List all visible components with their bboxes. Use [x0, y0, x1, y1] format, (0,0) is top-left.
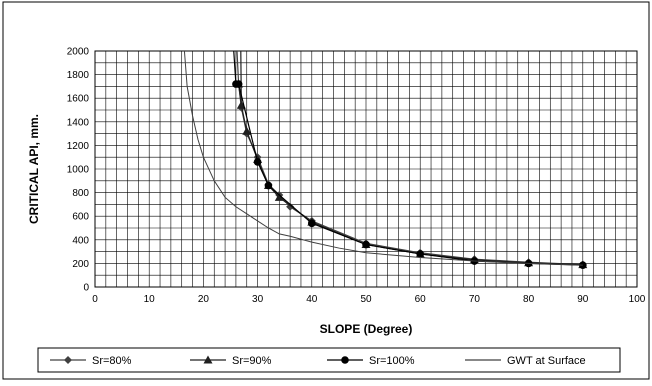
- x-tick-label: 40: [306, 294, 318, 305]
- x-tick-label: 0: [92, 294, 98, 305]
- legend-label: Sr=80%: [92, 355, 132, 367]
- data-point-marker: [264, 181, 273, 190]
- data-point-marker: [362, 240, 370, 249]
- y-tick-label: 1400: [67, 117, 90, 128]
- data-point-marker: [579, 261, 587, 269]
- x-tick-label: 90: [577, 294, 589, 305]
- y-tick-label: 200: [72, 259, 89, 270]
- legend-entry: GWT at Surface: [465, 355, 586, 367]
- legend-label: Sr=100%: [369, 355, 415, 367]
- tick-labels: 0 10 20 30 40 50 60 70 80 90 100020040060080010001…: [67, 47, 646, 306]
- y-tick-label: 0: [83, 283, 89, 294]
- y-tick-label: 600: [72, 212, 89, 223]
- legend-marker: [341, 356, 349, 364]
- y-tick-label: 1200: [67, 141, 90, 152]
- legend: Sr=80% Sr=90% Sr=100% GWT at Surface: [37, 347, 621, 373]
- data-point-marker: [253, 158, 262, 166]
- x-tick-label: 60: [415, 294, 427, 305]
- x-tick-label: 50: [360, 294, 372, 305]
- legend-entry: Sr=90%: [190, 355, 272, 367]
- series-line: [183, 50, 583, 266]
- grid: [95, 51, 637, 287]
- y-tick-label: 1000: [67, 165, 90, 176]
- x-tick-label: 30: [252, 294, 264, 305]
- x-tick-label: 100: [629, 294, 646, 305]
- x-tick-label: 70: [469, 294, 481, 305]
- x-tick-label: 20: [198, 294, 210, 305]
- x-axis-title: SLOPE (Degree): [320, 322, 413, 336]
- data-point-marker: [242, 126, 252, 135]
- series-layer: [183, 50, 588, 269]
- y-tick-label: 1600: [67, 94, 90, 105]
- data-point-marker: [274, 192, 284, 201]
- legend-entry: Sr=80%: [50, 355, 132, 367]
- legend-label: GWT at Surface: [507, 355, 586, 367]
- x-tick-label: 80: [523, 294, 535, 305]
- x-tick-label: 10: [144, 294, 156, 305]
- data-point-marker: [234, 80, 243, 88]
- y-tick-label: 2000: [67, 47, 90, 58]
- series-gwt-at-surface: [183, 50, 583, 266]
- legend-label: Sr=90%: [232, 355, 272, 367]
- y-tick-label: 1800: [67, 70, 90, 81]
- y-tick-label: 800: [72, 188, 89, 199]
- legend-marker: [64, 356, 72, 364]
- legend-marker: [203, 355, 213, 364]
- legend-entry: Sr=100%: [327, 355, 415, 367]
- y-axis-title: CRITICAL API, mm.: [27, 114, 41, 224]
- data-point-marker: [308, 219, 316, 228]
- outer-border: [2, 1, 650, 380]
- y-tick-label: 400: [72, 235, 89, 246]
- data-point-marker: [416, 250, 425, 258]
- plot-area-border: [94, 50, 638, 288]
